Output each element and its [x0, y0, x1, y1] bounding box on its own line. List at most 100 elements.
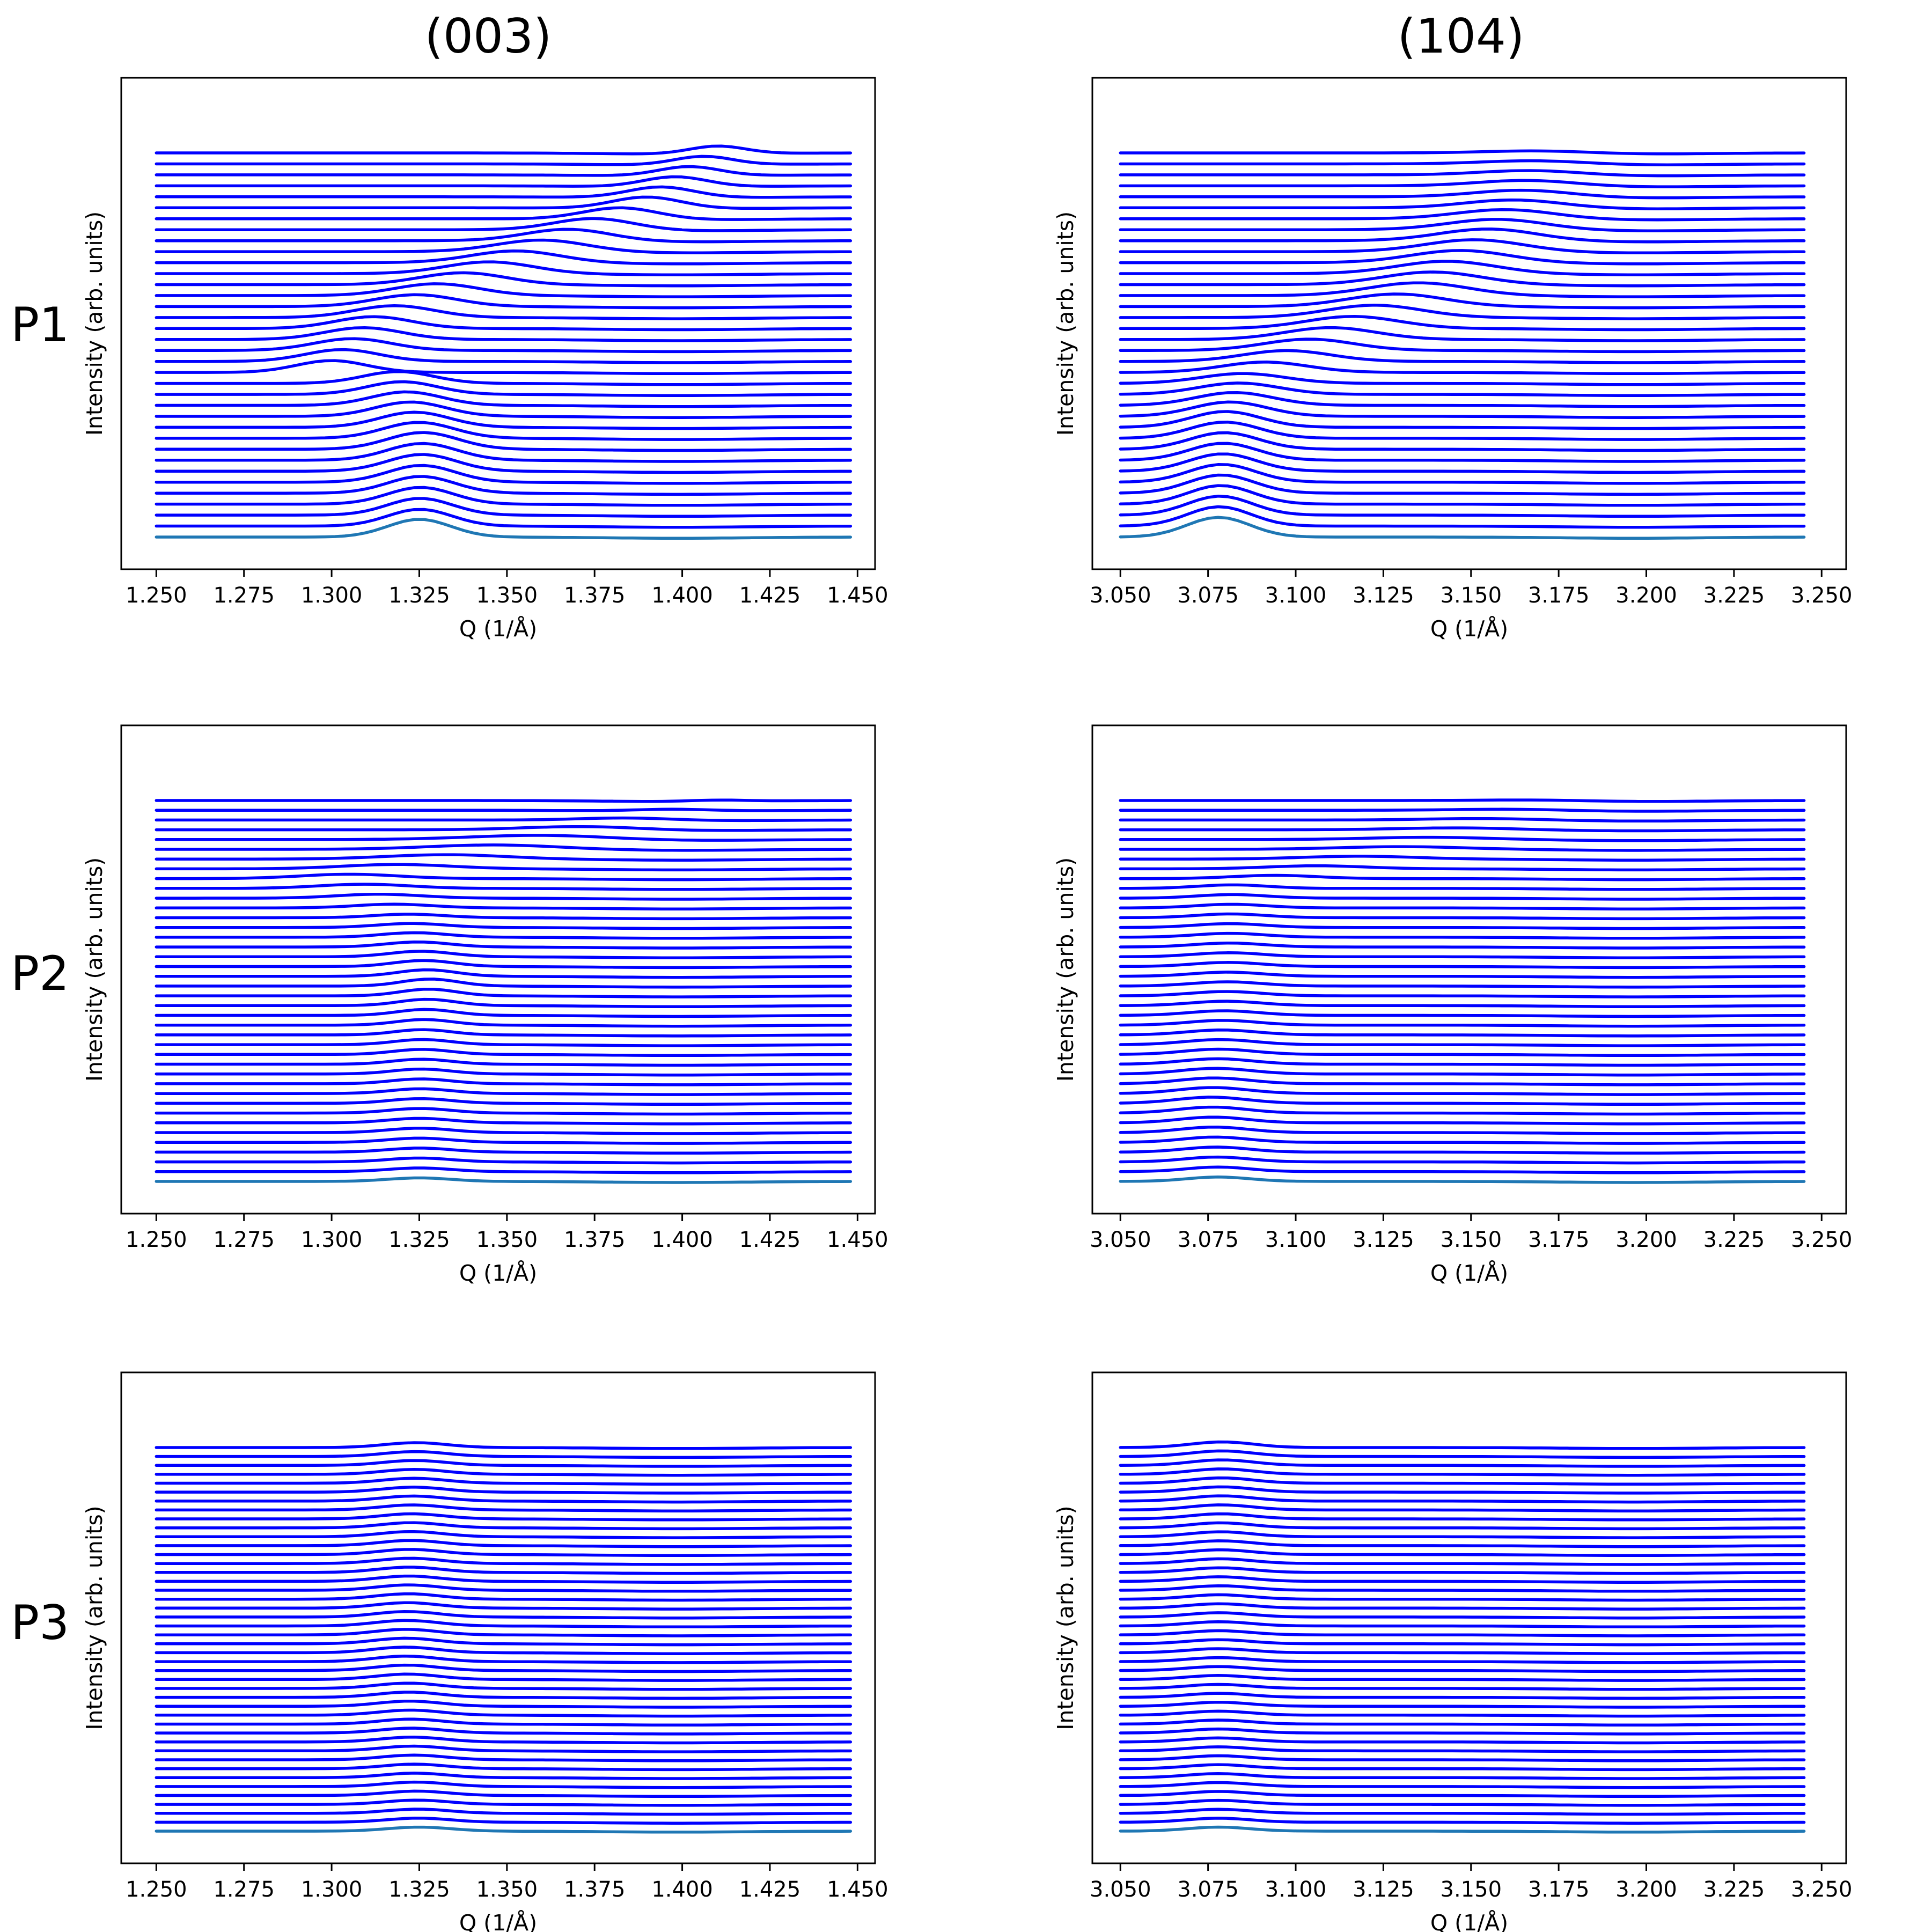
trace-7	[155, 442, 853, 463]
trace-11	[155, 400, 853, 419]
plot-frame	[120, 1371, 876, 1864]
x-axis-label: Q (1/Å)	[1430, 1260, 1508, 1286]
trace-2	[155, 1808, 853, 1816]
trace-15	[1119, 361, 1806, 376]
trace-17	[1119, 337, 1806, 354]
trace-23	[1119, 951, 1806, 959]
trace-38	[1119, 1485, 1806, 1495]
x-tick-label: 3.050	[1090, 1877, 1151, 1902]
trace-20	[1119, 304, 1806, 320]
trace-18	[1119, 1665, 1806, 1673]
trace-3	[1119, 484, 1806, 507]
trace-21	[155, 293, 853, 310]
trace-8	[155, 1097, 853, 1106]
trace-19	[1119, 990, 1806, 998]
trace-4	[155, 1136, 853, 1145]
trace-4	[1119, 473, 1806, 496]
trace-22	[1119, 961, 1806, 969]
trace-25	[155, 249, 853, 266]
trace-21	[155, 968, 853, 979]
trace-30	[1119, 1557, 1806, 1566]
trace-32	[1119, 1539, 1806, 1548]
trace-3	[1119, 1798, 1806, 1807]
trace-27	[155, 1583, 853, 1593]
x-tick-label: 3.250	[1791, 1228, 1853, 1252]
trace-2	[1119, 1155, 1806, 1165]
trace-29	[1119, 208, 1806, 222]
trace-33	[155, 1530, 853, 1539]
trace-4	[1119, 1135, 1806, 1145]
trace-15	[155, 359, 853, 376]
x-tick-label: 1.250	[126, 583, 187, 608]
x-tick-label: 3.250	[1791, 1877, 1853, 1902]
trace-25	[1119, 931, 1806, 940]
trace-10	[1119, 1076, 1806, 1086]
trace-27	[155, 227, 853, 244]
trace-24	[155, 1610, 853, 1620]
trace-16	[155, 1018, 853, 1028]
trace-8	[155, 1753, 853, 1762]
column-title-104: (104)	[1398, 9, 1525, 64]
x-tick-label: 1.325	[388, 1877, 450, 1902]
trace-7	[1119, 1105, 1806, 1116]
trace-2	[1119, 1808, 1806, 1816]
x-tick-label: 3.050	[1090, 583, 1151, 608]
x-tick-label: 3.075	[1177, 583, 1239, 608]
trace-24	[1119, 260, 1806, 276]
trace-21	[1119, 1638, 1806, 1647]
trace-10	[1119, 410, 1806, 430]
x-tick-label: 3.225	[1703, 1228, 1765, 1252]
x-tick-label: 1.250	[126, 1228, 187, 1252]
trace-17	[1119, 1009, 1806, 1018]
trace-22	[155, 959, 853, 969]
x-tick-label: 1.425	[739, 1228, 801, 1252]
trace-33	[1119, 169, 1806, 178]
x-tick-label: 1.275	[213, 1877, 275, 1902]
trace-33	[1119, 855, 1806, 862]
trace-12	[1119, 391, 1806, 408]
trace-11	[155, 1067, 853, 1077]
reference-trace	[155, 1176, 853, 1184]
trace-3	[1119, 1145, 1806, 1155]
plot-frame	[1091, 724, 1847, 1215]
trace-41	[155, 1459, 853, 1468]
trace-6	[155, 1116, 853, 1126]
y-axis-label: Intensity (arb. units)	[82, 1505, 107, 1730]
trace-42	[1119, 1449, 1806, 1459]
x-tick-label: 1.375	[564, 1877, 626, 1902]
x-axis-label: Q (1/Å)	[1430, 1910, 1508, 1932]
panel-p2-003: 1.250 1.275 1.300 1.325 1.350 1.375 1.400 1.425…	[82, 724, 888, 1286]
x-tick-label: 1.275	[213, 1228, 275, 1252]
trace-6	[1119, 1772, 1806, 1780]
trace-10	[155, 1077, 853, 1086]
trace-37	[155, 816, 853, 822]
trace-28	[155, 1574, 853, 1584]
trace-13	[155, 380, 853, 398]
trace-9	[155, 421, 853, 441]
trace-32	[155, 175, 853, 188]
x-tick-label: 3.125	[1353, 583, 1414, 608]
trace-16	[155, 1681, 853, 1691]
trace-5	[1119, 1126, 1806, 1135]
panel-p3-104: 3.050 3.075 3.100 3.125 3.150 3.175 3.200 3.225…	[1053, 1371, 1853, 1932]
trace-12	[1119, 1718, 1806, 1727]
trace-25	[1119, 249, 1806, 266]
trace-14	[1119, 372, 1806, 386]
x-tick-label: 3.100	[1265, 583, 1327, 608]
trace-20	[1119, 980, 1806, 989]
trace-6	[1119, 452, 1806, 474]
reference-trace	[1119, 516, 1806, 540]
trace-34	[1119, 1521, 1806, 1531]
trace-21	[155, 1636, 853, 1647]
trace-19	[155, 988, 853, 998]
trace-28	[155, 902, 853, 910]
trace-21	[1119, 971, 1806, 979]
x-tick-label: 1.450	[827, 583, 888, 608]
trace-24	[155, 941, 853, 950]
x-tick-label: 1.325	[388, 1228, 450, 1252]
x-tick-label: 3.100	[1265, 1228, 1327, 1252]
trace-33	[155, 853, 853, 862]
trace-7	[1119, 442, 1806, 463]
reference-trace	[1119, 1176, 1806, 1184]
trace-25	[1119, 1602, 1806, 1611]
